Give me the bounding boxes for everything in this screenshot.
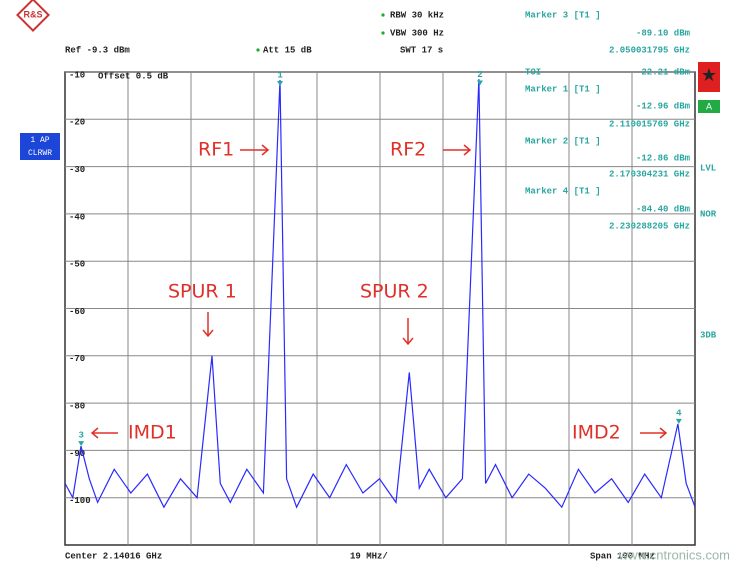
trace-box — [20, 133, 60, 160]
side-label: 3DB — [700, 330, 717, 340]
marker-info: -84.40 dBm — [636, 204, 691, 214]
y-tick-label: -80 — [69, 401, 85, 411]
trace — [64, 79, 696, 509]
y-tick-label: -50 — [69, 260, 85, 270]
offset: Offset 0.5 dB — [98, 71, 169, 81]
status-box — [698, 100, 720, 113]
marker-triangle — [675, 418, 682, 424]
marker-info: Marker 2 [T1 ] — [525, 136, 601, 146]
marker-triangle — [78, 441, 85, 447]
marker-info: -12.96 dBm — [636, 101, 691, 111]
y-tick-label: -90 — [69, 449, 85, 459]
annotation: SPUR 2 — [360, 281, 429, 303]
rbw: RBW 30 kHz — [390, 10, 444, 20]
y-tick-label: -100 — [69, 496, 91, 506]
annotation: RF2 — [390, 139, 426, 161]
bullet — [381, 13, 385, 17]
attenuation: Att 15 dB — [263, 45, 312, 55]
marker-info: 22.21 dBm — [641, 67, 690, 77]
marker-info: 2.050031795 GHz — [609, 45, 690, 55]
marker-number: 3 — [78, 431, 83, 441]
marker-info: 2.170304231 GHz — [609, 169, 690, 179]
y-tick-label: -60 — [69, 307, 85, 317]
trace-mode: 1 AP — [30, 136, 49, 145]
vbw: VBW 300 Hz — [390, 28, 444, 38]
y-tick-label: -10 — [69, 70, 85, 80]
bullet — [256, 48, 260, 52]
marker-number: 2 — [477, 70, 482, 80]
marker-info: Marker 3 [T1 ] — [525, 10, 601, 20]
marker-info: Marker 4 [T1 ] — [525, 186, 601, 196]
y-tick-label: -40 — [69, 212, 85, 222]
status-box — [698, 62, 720, 92]
side-label: NOR — [700, 209, 717, 219]
annotation: IMD2 — [572, 422, 621, 444]
annotation: IMD1 — [128, 422, 177, 444]
logo: R&S — [16, 0, 50, 32]
marker-info: -89.10 dBm — [636, 28, 691, 38]
svg-text:R&S: R&S — [23, 9, 42, 19]
swt: SWT 17 s — [400, 45, 443, 55]
marker-number: 4 — [676, 408, 682, 418]
watermark: www.cntronics.com — [618, 547, 730, 562]
trace-mode: CLRWR — [28, 149, 52, 158]
marker-number: 1 — [277, 70, 283, 80]
marker-triangle — [277, 81, 284, 87]
marker-info: TOI — [525, 67, 541, 77]
bullet — [381, 31, 385, 35]
marker-info: 2.230288205 GHz — [609, 221, 690, 231]
marker-info: Marker 1 [T1 ] — [525, 84, 601, 94]
star: ★ — [701, 65, 717, 85]
span: Span 190 MHz — [590, 551, 655, 561]
y-tick-label: -20 — [69, 118, 85, 128]
marker-info: -12.86 dBm — [636, 153, 691, 163]
center-freq: Center 2.14016 GHz — [65, 551, 162, 561]
freq-per-div: 19 MHz/ — [350, 551, 388, 561]
side-box-label: A — [706, 101, 712, 111]
annotation: SPUR 1 — [168, 281, 237, 303]
y-tick-label: -30 — [69, 165, 85, 175]
side-label: LVL — [700, 163, 716, 173]
annotation-arrows — [90, 144, 668, 439]
marker-info: 2.110015769 GHz — [609, 119, 690, 129]
y-tick-label: -70 — [69, 354, 85, 364]
ref-level: Ref -9.3 dBm — [65, 45, 130, 55]
annotation: RF1 — [198, 139, 234, 161]
marker-triangle — [476, 80, 483, 86]
